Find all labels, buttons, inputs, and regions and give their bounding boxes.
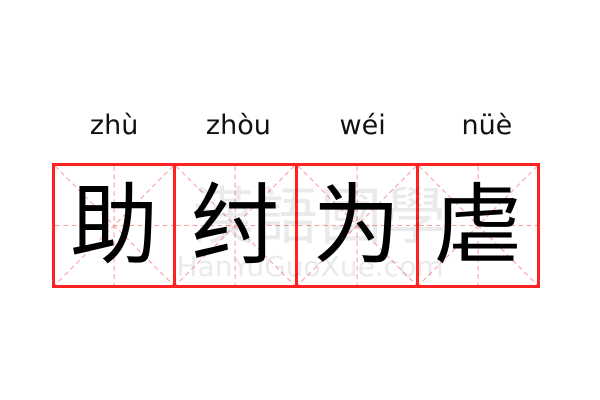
guide-lines [297,166,416,285]
guide-lines [176,166,295,285]
pinyin-3: wéi [339,110,386,141]
character-cell: 助 [52,163,177,288]
pinyin-2: zhòu [205,110,271,141]
guide-lines [418,166,537,285]
pinyin-4: nüè [461,110,513,141]
character-cell: 纣 [173,163,298,288]
character: 助 [70,173,159,277]
character: 为 [312,173,401,277]
guide-lines [55,166,174,285]
pinyin-row: zhù zhòu wéi nüè [52,108,549,144]
character-cell: 为 [294,163,419,288]
character: 虐 [433,173,522,277]
character: 纣 [191,173,280,277]
character-cell: 虐 [415,163,540,288]
character-grid: 助 纣 为 虐 [52,163,549,288]
pinyin-1: zhù [89,110,139,141]
